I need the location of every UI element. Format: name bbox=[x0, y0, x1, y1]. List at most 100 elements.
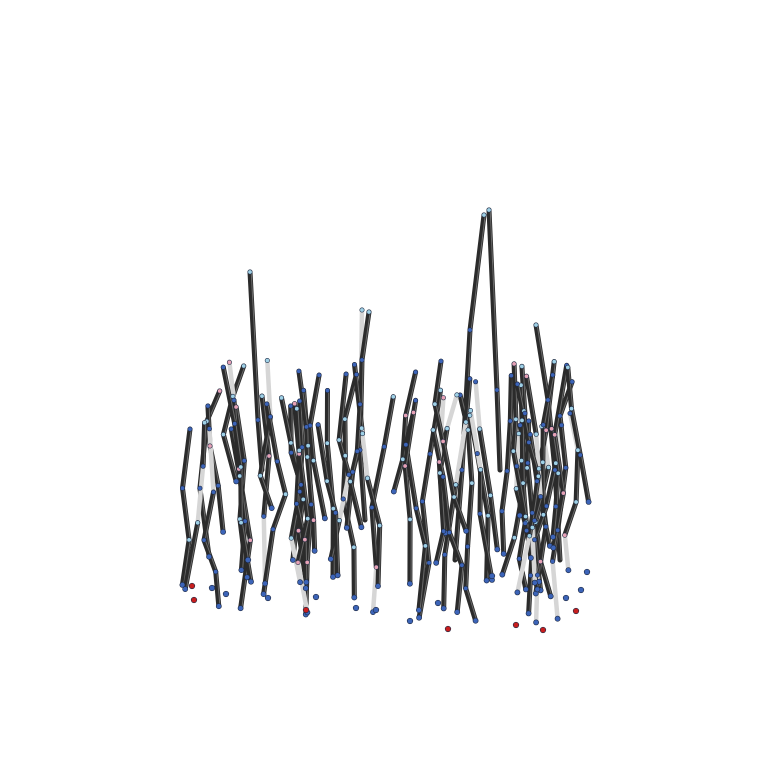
rod-segment bbox=[463, 544, 471, 591]
joint-node bbox=[469, 480, 475, 486]
rod-segment bbox=[565, 364, 574, 412]
joint-node bbox=[535, 473, 541, 479]
joint-node bbox=[244, 556, 252, 564]
joint-node bbox=[550, 372, 556, 378]
joint-node bbox=[295, 528, 301, 534]
joint-node bbox=[238, 567, 245, 573]
rod-highlight bbox=[218, 485, 225, 532]
rod-highlight bbox=[372, 446, 386, 508]
joint-node bbox=[549, 426, 555, 432]
joint-node bbox=[278, 395, 284, 401]
rod-highlight bbox=[261, 475, 274, 509]
rod-highlight bbox=[535, 505, 549, 540]
joint-node bbox=[494, 546, 501, 553]
rod-highlight bbox=[454, 496, 468, 532]
rod-highlight bbox=[300, 400, 304, 448]
joint-node bbox=[577, 586, 585, 594]
rod-highlight bbox=[527, 376, 538, 435]
rod-segment bbox=[540, 459, 546, 518]
joint-node bbox=[213, 569, 219, 575]
joint-node bbox=[238, 520, 244, 526]
joint-node bbox=[182, 586, 189, 592]
joint-node bbox=[519, 417, 525, 423]
joint-node bbox=[567, 410, 573, 416]
joint-node bbox=[523, 513, 529, 519]
joint-node bbox=[330, 506, 336, 512]
joint-node bbox=[298, 482, 304, 488]
joint-node bbox=[540, 459, 546, 465]
rod-segment bbox=[419, 498, 432, 566]
rod-highlight bbox=[203, 422, 207, 467]
joint-node bbox=[294, 406, 300, 412]
rod-highlight bbox=[278, 461, 288, 495]
rod-highlight bbox=[497, 389, 502, 471]
joint-node bbox=[267, 414, 273, 420]
joint-node bbox=[237, 605, 244, 612]
joint-node bbox=[197, 485, 203, 491]
joint-node bbox=[534, 478, 540, 484]
joint-node bbox=[247, 537, 253, 543]
rod-highlight bbox=[183, 539, 191, 585]
joint-node bbox=[454, 609, 461, 615]
rod-segment bbox=[391, 456, 406, 494]
joint-node bbox=[539, 626, 547, 634]
joint-node bbox=[359, 357, 365, 363]
joint-node bbox=[238, 464, 244, 470]
rod-highlight bbox=[514, 363, 518, 420]
rod-segment bbox=[270, 491, 289, 532]
joint-node bbox=[585, 498, 592, 505]
rod-highlight bbox=[351, 481, 364, 528]
joint-node bbox=[513, 416, 519, 422]
rod-segment bbox=[207, 426, 216, 495]
rod-segment bbox=[454, 562, 465, 615]
joint-node bbox=[550, 544, 557, 551]
joint-node bbox=[208, 584, 216, 592]
rod-segment bbox=[375, 523, 383, 589]
rod-segment bbox=[540, 512, 553, 549]
rod-highlight bbox=[444, 554, 447, 609]
joint-node bbox=[342, 416, 348, 422]
rod-segment bbox=[419, 451, 433, 504]
joint-node bbox=[532, 537, 538, 543]
joint-node bbox=[295, 559, 301, 565]
joint-node bbox=[315, 422, 321, 428]
rod-segment bbox=[433, 528, 447, 566]
rod-highlight bbox=[267, 403, 279, 462]
joint-node bbox=[257, 473, 263, 479]
joint-node bbox=[522, 410, 528, 416]
joint-node bbox=[188, 582, 196, 590]
joint-node bbox=[381, 444, 387, 450]
rod-segment bbox=[453, 419, 469, 488]
joint-node bbox=[255, 417, 261, 423]
rod-segment bbox=[182, 520, 201, 592]
rod-segment bbox=[180, 426, 193, 491]
rod-highlight bbox=[491, 495, 499, 550]
rod-segment bbox=[530, 525, 538, 585]
rod-segment bbox=[441, 552, 448, 611]
joint-node bbox=[537, 559, 543, 565]
joint-node bbox=[268, 505, 275, 511]
rod-segment bbox=[477, 426, 493, 498]
rod-highlight bbox=[514, 419, 518, 452]
joint-node bbox=[552, 467, 558, 473]
joint-node bbox=[525, 460, 531, 466]
joint-node bbox=[334, 572, 341, 579]
rod-highlight bbox=[568, 367, 574, 409]
joint-node bbox=[316, 372, 322, 378]
rod-highlight bbox=[233, 365, 246, 397]
rod-segment bbox=[296, 448, 311, 522]
joint-node bbox=[354, 448, 360, 454]
joint-node bbox=[311, 517, 317, 523]
joint-node bbox=[427, 451, 433, 457]
joint-node bbox=[508, 373, 514, 379]
rod-segment bbox=[573, 447, 581, 505]
joint-node bbox=[342, 453, 348, 459]
rod-highlight bbox=[436, 531, 446, 563]
joint-node bbox=[179, 582, 186, 588]
joint-node bbox=[206, 426, 212, 432]
rod-segment bbox=[195, 464, 206, 526]
rod-highlight bbox=[468, 429, 474, 484]
joint-node bbox=[350, 469, 356, 475]
rod-segment bbox=[499, 535, 517, 578]
